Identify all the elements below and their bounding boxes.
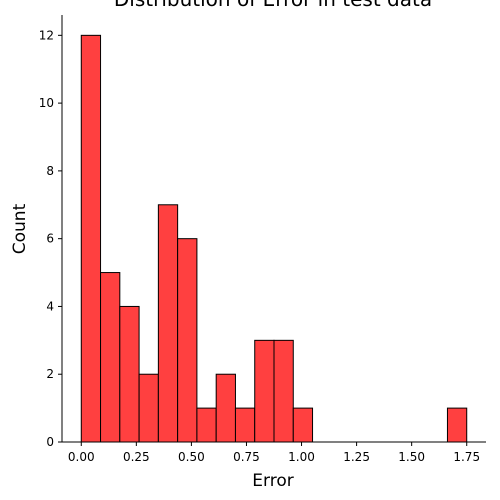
y-axis-label: Count [10,203,30,254]
histogram-bar-10 [274,340,293,442]
y-tick-label-4: 8 [46,164,54,178]
y-tick-label-5: 10 [39,96,54,110]
histogram-bar-1 [101,273,120,442]
y-axis-ticks: 0 2 4 6 8 10 12 [39,28,62,449]
x-axis-ticks: 0.00 0.25 0.50 0.75 1.00 1.25 1.50 1.75 [68,442,480,464]
histogram-bar-3 [139,374,158,442]
histogram-bar-8 [235,408,254,442]
y-tick-label-1: 2 [46,367,54,381]
histogram-bar-4 [158,205,177,442]
x-tick-label-5: 1.25 [343,450,370,464]
x-tick-label-6: 1.50 [398,450,425,464]
x-tick-label-2: 0.50 [178,450,205,464]
x-tick-label-0: 0.00 [68,450,95,464]
histogram-bar-9 [255,340,274,442]
histogram-bar-11 [293,408,312,442]
histogram-bar-19 [447,408,466,442]
y-tick-label-2: 4 [46,299,54,313]
x-tick-label-1: 0.25 [123,450,150,464]
histogram-bar-0 [81,35,100,442]
histogram-bar-5 [178,239,197,442]
bars-group [81,35,466,442]
y-tick-label-0: 0 [46,435,54,449]
histogram-bar-6 [197,408,216,442]
histogram-bar-2 [120,306,139,442]
chart-title: Distribution of Error in test data [114,0,432,11]
x-axis-label: Error [252,471,293,491]
histogram-bar-7 [216,374,235,442]
x-tick-label-4: 1.00 [288,450,315,464]
y-tick-label-6: 12 [39,28,54,42]
y-tick-label-3: 6 [46,232,54,246]
x-tick-label-3: 0.75 [233,450,260,464]
x-tick-label-7: 1.75 [453,450,480,464]
